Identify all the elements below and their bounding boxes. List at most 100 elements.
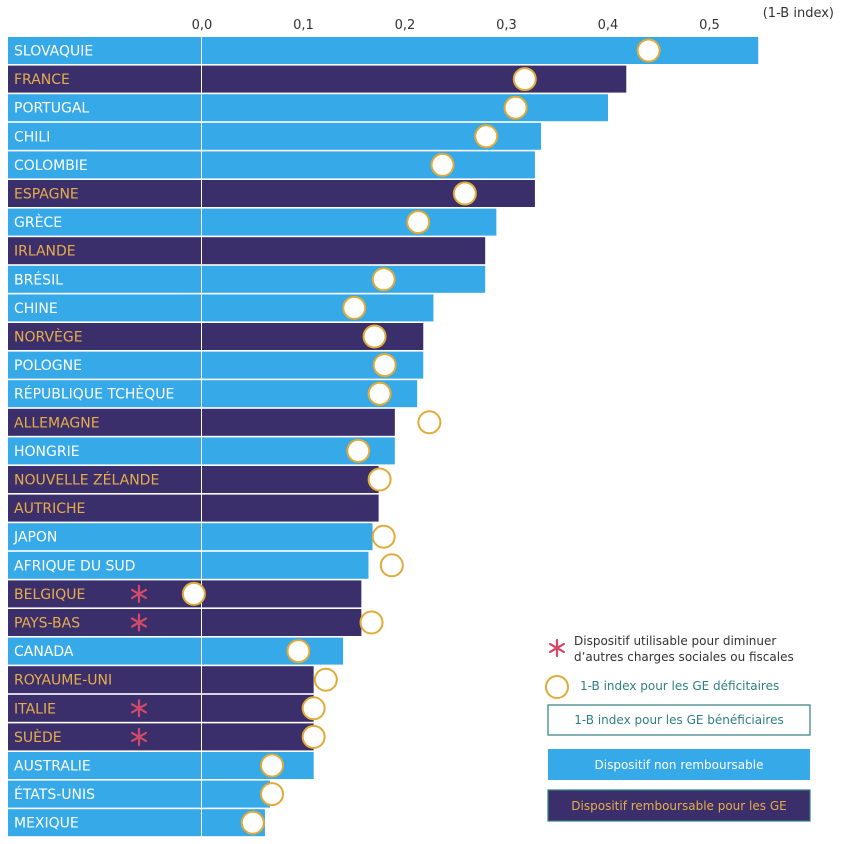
circle-marker-australie: [260, 753, 285, 778]
circle-marker-belgique: [181, 581, 206, 606]
circle-marker-nouvelle-zelande: [367, 467, 392, 492]
bar-espagne: [202, 180, 535, 207]
circle-marker-afrique-du-sud: [379, 553, 404, 578]
label-box-nouvelle-zelande: [8, 466, 201, 493]
legend-non-refundable-label: Dispositif non remboursable: [595, 758, 764, 772]
star-marker: [130, 613, 148, 632]
circle-marker-norvege: [362, 324, 387, 349]
label-box-canada: [8, 637, 201, 665]
circle-marker-france: [512, 67, 537, 92]
category-label: GRÈCE: [14, 214, 62, 231]
bar-nouvelle-zelande: [202, 466, 379, 493]
circle-marker-suede: [301, 724, 326, 749]
circle-marker-japon: [371, 524, 396, 549]
legend-outline-box: [547, 704, 811, 736]
category-label: POLOGNE: [14, 358, 82, 374]
category-label: ITALIE: [14, 701, 56, 717]
circle-marker-colombie: [430, 152, 455, 177]
label-box-pologne: [8, 351, 201, 379]
category-label: AUTRICHE: [14, 501, 85, 517]
category-label: IRLANDE: [14, 244, 76, 260]
circle-marker-chili: [474, 124, 499, 149]
bar-bresil: [202, 265, 486, 293]
bar-canada: [202, 637, 344, 665]
circle-marker-slovaquie: [636, 38, 661, 63]
label-box-italie: [8, 694, 201, 722]
category-label: ÉTATS-UNIS: [14, 786, 95, 803]
category-label: NOUVELLE ZÉLANDE: [14, 472, 159, 489]
label-box-slovaquie: [8, 37, 201, 64]
label-box-grece: [8, 208, 201, 236]
legend-circle-label: 1-B index pour les GE déficitaires: [580, 679, 779, 693]
circle-marker-canada: [286, 639, 311, 664]
circle-marker-pologne: [372, 353, 397, 378]
category-label: BRÉSIL: [14, 271, 63, 288]
star-marker: [130, 727, 148, 746]
category-label: JAPON: [13, 530, 57, 546]
x-tick-label: 0,4: [598, 18, 619, 33]
category-label: HONGRIE: [14, 444, 80, 460]
star-marker: [130, 584, 148, 603]
axis-unit-label: (1-B index): [763, 6, 834, 21]
category-label: ESPAGNE: [14, 187, 79, 203]
label-box-mexique: [8, 809, 201, 837]
legend-refundable-box: [547, 789, 811, 822]
label-box-chili: [8, 122, 201, 150]
circle-marker-etats-unis: [260, 782, 285, 807]
bar-belgique: [202, 580, 362, 608]
label-box-portugal: [8, 94, 201, 122]
bar-irlande: [202, 237, 486, 265]
label-box-belgique: [8, 580, 201, 608]
x-tick-label: 0,0: [192, 18, 213, 33]
x-tick-label: 0,3: [496, 18, 517, 33]
legend-star-label: Dispositif utilisable pour diminuer: [574, 634, 776, 648]
bar-australie: [202, 752, 314, 779]
bar-italie: [202, 694, 314, 722]
label-box-allemagne: [8, 408, 201, 436]
bar-autriche: [202, 494, 379, 522]
label-box-etats-unis: [8, 780, 201, 808]
bar-japon: [202, 523, 373, 551]
label-box-autriche: [8, 494, 201, 522]
star-marker: [130, 699, 148, 718]
circle-marker-espagne: [452, 181, 477, 206]
category-label: FRANCE: [14, 72, 70, 88]
category-label: COLOMBIE: [14, 158, 88, 174]
circle-marker-bresil: [371, 267, 396, 292]
circle-marker-republique-tcheque: [367, 381, 392, 406]
category-label: MEXIQUE: [14, 816, 79, 832]
category-label: PORTUGAL: [14, 101, 89, 117]
category-label: ROYAUME-UNI: [14, 673, 112, 689]
circle-marker-pays-bas: [359, 610, 384, 635]
label-box-australie: [8, 752, 201, 779]
category-label: CANADA: [14, 644, 74, 660]
label-box-pays-bas: [8, 609, 201, 636]
bar-afrique-du-sud: [202, 551, 369, 579]
bar-allemagne: [202, 408, 395, 436]
x-tick-label: 0,1: [293, 18, 314, 33]
category-label: AUSTRALIE: [14, 759, 91, 775]
bar-grece: [202, 208, 497, 236]
bar-suede: [202, 723, 314, 751]
category-label: AFRIQUE DU SUD: [14, 558, 135, 574]
label-box-suede: [8, 723, 201, 751]
category-label: NORVÈGE: [14, 329, 83, 346]
category-label: PAYS-BAS: [14, 616, 80, 632]
bar-portugal: [202, 94, 608, 122]
label-box-hongrie: [8, 437, 201, 465]
label-box-royaume-uni: [8, 666, 201, 694]
bar-royaume-uni: [202, 666, 314, 694]
label-box-colombie: [8, 151, 201, 179]
label-box-republique-tcheque: [8, 380, 201, 408]
label-box-espagne: [8, 180, 201, 207]
label-box-norvege: [8, 323, 201, 350]
circle-marker-royaume-uni: [313, 667, 338, 692]
bar-slovaquie: [202, 37, 759, 64]
circle-marker-hongrie: [346, 438, 371, 463]
label-box-japon: [8, 523, 201, 551]
category-label: RÉPUBLIQUE TCHÈQUE: [14, 386, 174, 403]
legend-refundable-label: Dispositif remboursable pour les GE: [571, 799, 786, 813]
category-label: ALLEMAGNE: [14, 415, 100, 431]
category-label: SUÈDE: [14, 729, 62, 746]
